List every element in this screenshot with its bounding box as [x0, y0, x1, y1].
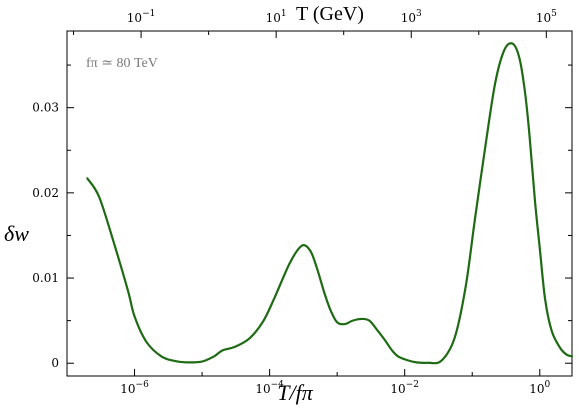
- y-tick-label: 0.01: [32, 271, 59, 285]
- x-tick-label: 10−4: [255, 380, 284, 396]
- x-tick-label: 100: [529, 380, 550, 396]
- series-layer: [86, 42, 574, 365]
- ticks-layer: [66, 31, 572, 376]
- annotation-text: fπ ≃ 80 TeV: [86, 56, 158, 71]
- top-tick-label: 105: [536, 9, 557, 25]
- x-tick-label: 10−2: [390, 380, 419, 396]
- y-tick-label: 0.02: [32, 186, 59, 200]
- y-tick-label: 0: [51, 356, 59, 370]
- tick-labels-layer: 10−6 10−4 10−2 100 10−1 101 103 105 0 0.01 0.02 0.0…: [32, 9, 557, 396]
- x-axis-label: T/fπ: [277, 380, 313, 405]
- top-tick-label: 10−1: [127, 9, 156, 25]
- top-tick-label: 101: [266, 9, 287, 25]
- y-tick-label: 0.03: [32, 101, 59, 115]
- top-axis-label: T (GeV): [296, 3, 364, 25]
- series-line: [86, 42, 574, 365]
- y-axis-label: δw: [4, 221, 29, 246]
- plot-frame: [66, 30, 573, 377]
- x-tick-label: 10−6: [120, 380, 149, 396]
- top-tick-label: 103: [401, 9, 422, 25]
